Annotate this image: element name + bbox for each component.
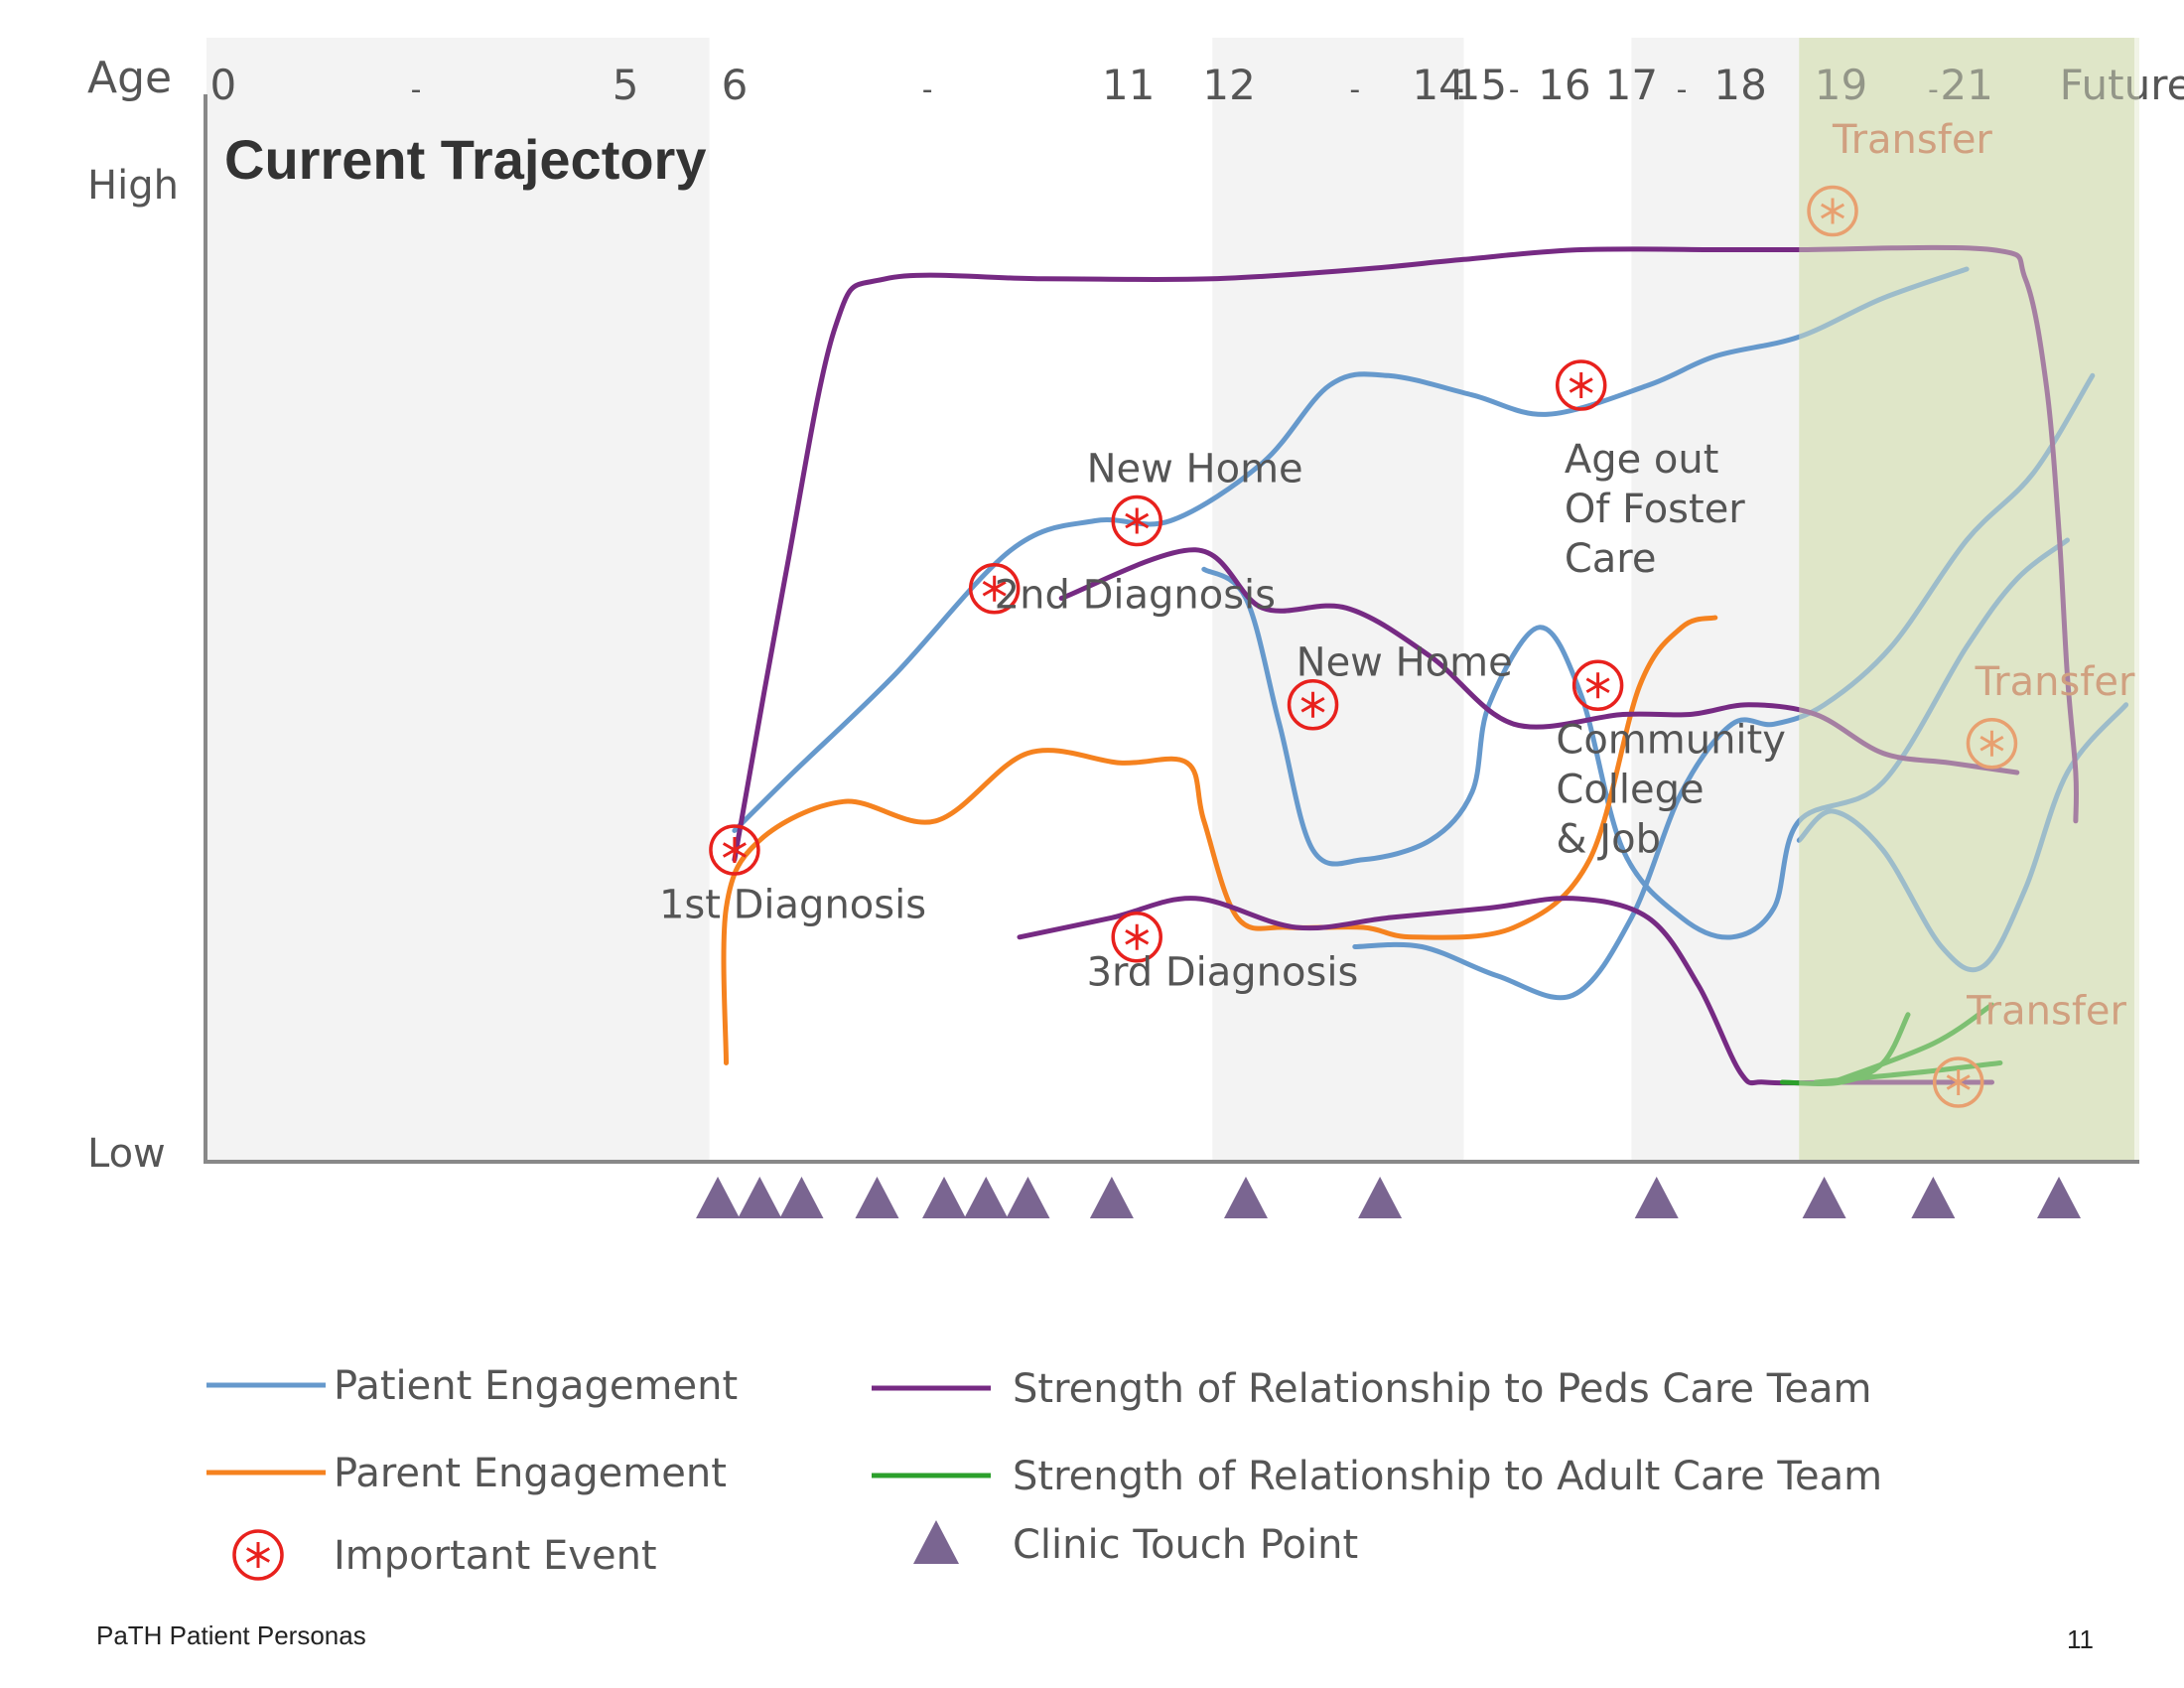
future-overlay: [1799, 38, 2139, 1160]
page-number: 11: [2067, 1624, 2094, 1654]
important-event-icon: [1966, 718, 2018, 770]
legend-label: Strength of Relationship to Peds Care Te…: [1013, 1366, 1871, 1412]
age-tick-label: 11: [1102, 61, 1155, 109]
legend-label: Clinic Touch Point: [1013, 1522, 1358, 1568]
important-event-icon: [232, 1529, 284, 1581]
legend-label: Strength of Relationship to Adult Care T…: [1013, 1454, 1882, 1499]
legend-label: Important Event: [334, 1533, 657, 1579]
important-event-icon: [1111, 912, 1162, 963]
age-tick-label: 16: [1538, 61, 1590, 109]
age-band: [1799, 38, 2134, 1160]
event-label: Age out: [1565, 437, 1719, 483]
clinic-touch-point-icon: [779, 1177, 824, 1218]
age-tick-label: 14: [1412, 61, 1464, 109]
age-tick-label: -: [1349, 72, 1360, 107]
clinic-touch-point-icon: [964, 1177, 1009, 1218]
clinic-touch-point-icon: [1634, 1177, 1679, 1218]
clinic-touch-point-icon: [1006, 1177, 1050, 1218]
event-label: 3rd Diagnosis: [1087, 950, 1359, 996]
important-event-icon: [1287, 679, 1339, 731]
clinic-touch-point-icon: [738, 1177, 782, 1218]
important-event-icon: [1807, 185, 1858, 237]
series-line: [732, 266, 1970, 833]
age-band: [1631, 38, 1800, 1160]
age-band: [1212, 38, 1464, 1160]
age-tick-label: 6: [722, 61, 749, 109]
important-event-icon: [1571, 659, 1624, 711]
clinic-touch-point-icon: [1911, 1177, 1956, 1218]
series-line: [1058, 547, 2020, 775]
event-label: Care: [1565, 536, 1657, 582]
age-tick-label: 18: [1713, 61, 1766, 109]
legend-triangle-icon: [913, 1520, 959, 1564]
clinic-touch-point-icon: [1802, 1177, 1846, 1218]
age-tick-label: 12: [1202, 61, 1255, 109]
event-label: New Home: [1087, 447, 1303, 492]
event-label: New Home: [1297, 640, 1513, 686]
age-tick-label: -: [1509, 72, 1520, 107]
event-label: 2nd Diagnosis: [995, 572, 1276, 618]
age-tick-label: -: [411, 72, 422, 107]
x-axis-label: Age: [87, 53, 172, 103]
series-line: [1352, 372, 2096, 1001]
event-label: Transfer: [1975, 659, 2135, 705]
age-tick-label: 19: [1815, 61, 1867, 109]
event-label: Transfer: [1832, 117, 1992, 163]
age-tick-label: -: [1928, 72, 1939, 107]
important-event-icon: [968, 563, 1021, 615]
series-line: [1830, 1002, 1994, 1085]
age-tick-label: 15: [1454, 61, 1507, 109]
legend-label: Patient Engagement: [334, 1363, 738, 1409]
age-tick-label: -: [1677, 72, 1688, 107]
age-band: [206, 38, 710, 1160]
series-line: [732, 244, 2080, 863]
legend-label: Parent Engagement: [334, 1451, 727, 1496]
y-axis-high-label: High: [87, 163, 179, 209]
series-line: [721, 615, 1718, 1065]
series-line: [1796, 702, 2129, 973]
clinic-touch-point-icon: [2037, 1177, 2082, 1218]
event-label: & Job: [1556, 817, 1661, 863]
clinic-touch-point-icon: [1358, 1177, 1403, 1218]
clinic-touch-point-icon: [922, 1177, 967, 1218]
important-event-icon: [709, 824, 760, 876]
important-event-icon: [1932, 1056, 1984, 1108]
series-line: [1201, 537, 2070, 940]
clinic-touch-point-icon: [855, 1177, 899, 1218]
event-label: Of Foster: [1565, 487, 1745, 532]
age-tick-label: Future: [2060, 61, 2184, 109]
event-label: Community: [1556, 718, 1786, 764]
event-label: Transfer: [1966, 989, 2126, 1035]
age-tick-label: 5: [613, 61, 639, 109]
event-label: College: [1556, 768, 1704, 813]
chart-title: Current Trajectory: [224, 128, 707, 191]
age-tick-label: 0: [210, 61, 237, 109]
clinic-touch-point-icon: [1089, 1177, 1134, 1218]
event-label: 1st Diagnosis: [659, 882, 926, 927]
y-axis-low-label: Low: [87, 1131, 166, 1177]
series-line: [1813, 1060, 2003, 1085]
age-tick-label: 21: [1940, 61, 1992, 109]
important-event-icon: [1555, 359, 1607, 411]
footer-left-text: PaTH Patient Personas: [96, 1620, 366, 1650]
important-event-icon: [1111, 494, 1162, 547]
age-tick-label: 17: [1605, 61, 1658, 109]
age-tick-label: -: [922, 72, 933, 107]
clinic-touch-point-icon: [696, 1177, 741, 1218]
clinic-touch-point-icon: [1223, 1177, 1268, 1218]
